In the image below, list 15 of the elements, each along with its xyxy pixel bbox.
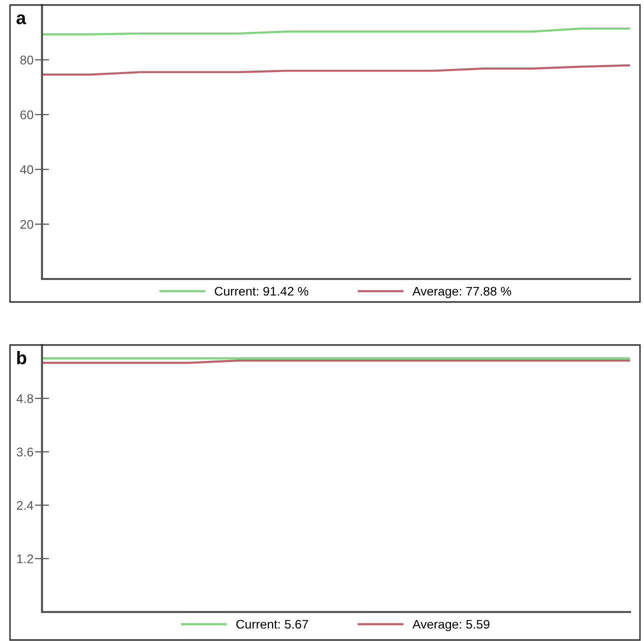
legend-label: Average: 77.88 %: [412, 286, 512, 298]
y-tick-label: 3.6: [16, 448, 34, 456]
chart-title: b: [17, 351, 26, 364]
line-series: [42, 64, 630, 76]
y-tick-label: 80: [20, 56, 34, 64]
chart-title: a: [16, 14, 26, 24]
y-tick-label: 20: [20, 220, 34, 229]
y-tick-label: 1.2: [17, 554, 34, 564]
y-tick-label: 4.8: [16, 394, 34, 404]
legend-label: Average: 5.59: [412, 620, 490, 632]
y-tick-label: 40: [20, 165, 34, 174]
y-tick-label: 2.4: [16, 501, 34, 510]
y-tick-label: 60: [20, 110, 34, 120]
legend-label: Current: 5.67: [236, 620, 308, 629]
legend-label: Current: 91.42 %: [214, 286, 308, 296]
